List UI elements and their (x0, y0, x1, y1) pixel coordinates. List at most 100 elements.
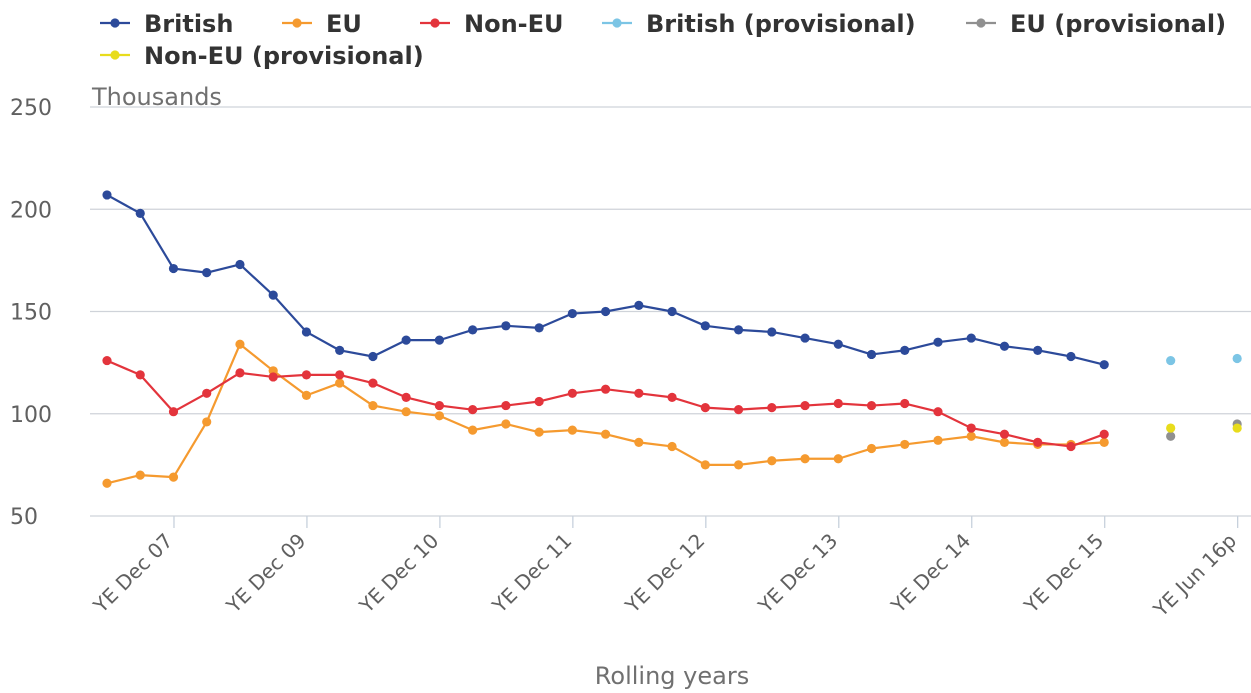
series-non-eu-provisional (1166, 423, 1242, 433)
eu-point (501, 419, 511, 429)
british-point (235, 259, 245, 270)
british-point (168, 263, 179, 274)
eu-point (534, 427, 544, 437)
legend-marker (430, 18, 440, 28)
eu-point (900, 439, 910, 450)
eu-point (335, 378, 345, 388)
series-british (102, 190, 1109, 370)
series-eu-provisional (1166, 419, 1242, 441)
non-eu-point (434, 400, 444, 411)
non-eu-provisional-point (1166, 423, 1176, 433)
non-eu-point (999, 429, 1010, 439)
legend-item-eu-provisional: EU (provisional) (966, 10, 1226, 38)
eu-point (235, 339, 245, 349)
british-point (501, 321, 511, 331)
legend-label: Non-EU (provisional) (144, 42, 424, 70)
non-eu-point (168, 407, 179, 417)
eu-point (202, 417, 212, 427)
british-point (933, 337, 943, 347)
british-point (335, 345, 345, 355)
british-point (700, 321, 710, 331)
british-point (866, 349, 877, 360)
eu-point (567, 425, 577, 435)
british-point (1099, 360, 1109, 370)
non-eu-point (268, 372, 278, 382)
british-point (135, 208, 145, 218)
series-non-eu (102, 355, 1109, 452)
legend-marker (976, 18, 986, 28)
eu-point (434, 411, 444, 421)
british-point (999, 341, 1010, 351)
british-point (268, 290, 278, 300)
x-axis: YE Dec 07 YE Dec 09 YE Dec 10 YE Dec 11 YE D… (88, 516, 1241, 622)
eu-point (301, 390, 312, 400)
non-eu-point (601, 384, 611, 394)
eu-point (102, 478, 112, 488)
british-point (468, 325, 478, 335)
british-point (833, 339, 843, 349)
non-eu-point (135, 370, 145, 380)
legend-marker (110, 18, 120, 28)
x-tick-label: YE Dec 12 (620, 529, 710, 619)
legend-marker (110, 50, 120, 60)
non-eu-point (700, 403, 710, 413)
british-point (800, 333, 810, 343)
british-point (1033, 345, 1043, 355)
non-eu-point (1099, 429, 1109, 439)
eu-point (767, 456, 777, 466)
british-line (106, 193, 1105, 366)
british-point (401, 335, 411, 345)
legend-item-british: British (100, 10, 233, 38)
british-point (733, 325, 744, 335)
legend-label: EU (326, 10, 362, 38)
non-eu-point (501, 400, 511, 411)
eu-point (368, 400, 378, 411)
y-axis-label: Thousands (91, 83, 222, 111)
x-tick-label: YE Jun 16p (1148, 529, 1241, 622)
british-point (667, 306, 677, 317)
non-eu-point (102, 355, 112, 366)
eu-provisional-point (1166, 431, 1176, 441)
legend-marker (612, 18, 622, 28)
non-eu-point (534, 396, 544, 407)
british-point (301, 327, 312, 337)
british-point (567, 308, 577, 319)
eu-point (168, 472, 179, 482)
non-eu-point (767, 403, 777, 413)
british-point (1066, 351, 1076, 362)
y-tick-label: 200 (10, 198, 52, 223)
british-point (601, 306, 611, 317)
eu-point (999, 437, 1010, 447)
legend-marker (292, 18, 302, 28)
eu-point (833, 454, 843, 464)
x-tick-label: YE Dec 15 (1019, 529, 1109, 619)
series-group (102, 190, 1242, 488)
non-eu-point (667, 392, 677, 402)
x-tick-label: YE Dec 07 (88, 529, 178, 619)
eu-point (866, 443, 877, 454)
british-provisional-point (1166, 355, 1176, 366)
non-eu-point (335, 370, 345, 380)
eu-point (700, 460, 710, 470)
non-eu-provisional-point (1232, 423, 1242, 433)
x-tick-label: YE Dec 14 (886, 529, 976, 619)
non-eu-point (800, 400, 810, 411)
x-tick-label: YE Dec 09 (221, 529, 311, 619)
legend-item-non-eu-provisional: Non-EU (provisional) (100, 42, 424, 70)
legend-label: EU (provisional) (1010, 10, 1226, 38)
non-eu-point (900, 398, 910, 409)
legend-item-british-provisional: British (provisional) (602, 10, 916, 38)
eu-point (733, 460, 744, 470)
non-eu-point (468, 405, 478, 415)
eu-point (468, 425, 478, 435)
legend-item-non-eu: Non-EU (420, 10, 564, 38)
legend: British EU Non-EU British (provisional) EU (… (100, 10, 1226, 70)
x-axis-label: Rolling years (595, 662, 749, 690)
eu-point (601, 429, 611, 439)
non-eu-point (368, 378, 378, 388)
legend-label: British (provisional) (646, 10, 916, 38)
y-tick-label: 50 (10, 505, 38, 530)
british-point (900, 345, 910, 355)
non-eu-point (401, 392, 411, 402)
